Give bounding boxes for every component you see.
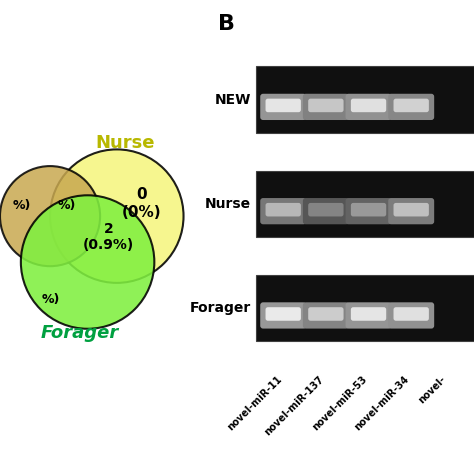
Text: novel-miR-34: novel-miR-34 — [352, 374, 410, 433]
FancyBboxPatch shape — [303, 94, 349, 120]
FancyBboxPatch shape — [393, 99, 429, 112]
FancyBboxPatch shape — [346, 302, 392, 328]
Text: 2
(0.9%): 2 (0.9%) — [83, 222, 134, 252]
Circle shape — [21, 195, 155, 329]
FancyBboxPatch shape — [260, 302, 306, 328]
FancyBboxPatch shape — [308, 307, 344, 321]
FancyBboxPatch shape — [265, 99, 301, 112]
FancyBboxPatch shape — [393, 203, 429, 217]
Bar — [256, 275, 474, 341]
Text: Nurse: Nurse — [95, 134, 155, 152]
Text: Forager: Forager — [40, 324, 118, 342]
FancyBboxPatch shape — [346, 94, 392, 120]
Text: NEW: NEW — [215, 92, 251, 107]
Text: Nurse: Nurse — [205, 197, 251, 211]
Circle shape — [50, 149, 183, 283]
Text: %): %) — [57, 199, 76, 212]
FancyBboxPatch shape — [393, 307, 429, 321]
Text: novel-: novel- — [417, 374, 448, 406]
FancyBboxPatch shape — [351, 203, 386, 217]
Text: novel-miR-137: novel-miR-137 — [263, 374, 326, 438]
FancyBboxPatch shape — [346, 198, 392, 224]
FancyBboxPatch shape — [265, 307, 301, 321]
Bar — [256, 66, 474, 133]
FancyBboxPatch shape — [303, 198, 349, 224]
Text: novel-miR-11: novel-miR-11 — [226, 374, 284, 433]
FancyBboxPatch shape — [265, 203, 301, 217]
Text: novel-miR-53: novel-miR-53 — [310, 374, 369, 433]
Text: %): %) — [42, 293, 60, 306]
Text: B: B — [218, 14, 235, 34]
FancyBboxPatch shape — [388, 94, 434, 120]
Bar — [256, 171, 474, 237]
FancyBboxPatch shape — [303, 302, 349, 328]
Text: %): %) — [12, 199, 31, 212]
FancyBboxPatch shape — [388, 302, 434, 328]
FancyBboxPatch shape — [351, 307, 386, 321]
FancyBboxPatch shape — [260, 94, 306, 120]
FancyBboxPatch shape — [260, 198, 306, 224]
Text: 0
(0%): 0 (0%) — [122, 187, 162, 220]
FancyBboxPatch shape — [351, 99, 386, 112]
Circle shape — [0, 166, 100, 266]
FancyBboxPatch shape — [308, 99, 344, 112]
Text: Forager: Forager — [190, 301, 251, 315]
FancyBboxPatch shape — [308, 203, 344, 217]
FancyBboxPatch shape — [388, 198, 434, 224]
